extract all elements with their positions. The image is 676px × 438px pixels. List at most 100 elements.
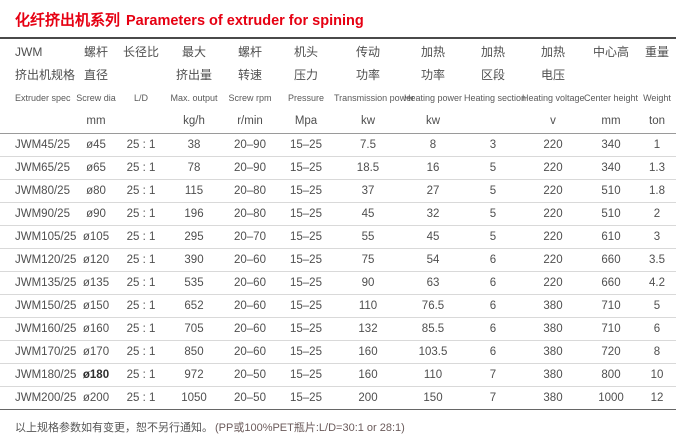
cell: 15–25 bbox=[290, 208, 322, 220]
cell: 800 bbox=[601, 369, 621, 381]
header-line-unit: kw bbox=[425, 115, 441, 127]
cell: ø180 bbox=[82, 369, 110, 381]
cell: ø160 bbox=[82, 323, 110, 335]
table-row: JWM150/25 ø150 25 : 1 652 20–60 15–25 110 76.5 6… bbox=[0, 295, 676, 318]
cell: 110 bbox=[423, 369, 443, 381]
table-header: JWM 挤出机规格 Extruder spec 螺杆 直径 Screw dia mm 长径比 L… bbox=[0, 39, 676, 134]
cell: 220 bbox=[543, 254, 563, 266]
cell: 27 bbox=[426, 185, 440, 197]
cell: 25 : 1 bbox=[126, 300, 156, 312]
table-row: JWM45/25 ø45 25 : 1 38 20–90 15–25 7.5 8 3 220 340… bbox=[0, 134, 676, 157]
cell: 850 bbox=[184, 346, 204, 358]
header-line-cn1: 传动 bbox=[355, 45, 380, 59]
header-line-cn1: 最大 bbox=[181, 45, 206, 59]
cell: 20–50 bbox=[234, 392, 266, 404]
cell: 25 : 1 bbox=[126, 162, 156, 174]
cell: 15–25 bbox=[290, 162, 322, 174]
header-line-cn2: 转速 bbox=[237, 68, 262, 82]
header-col-heating-power: 加热 功率 Heating power kw bbox=[402, 41, 464, 133]
cell: 3 bbox=[489, 139, 497, 151]
cell: ø200 bbox=[82, 392, 110, 404]
header-line-cn2: 挤出机规格 bbox=[15, 68, 76, 82]
cell: 20–60 bbox=[234, 277, 266, 289]
header-line-cn1: 螺杆 bbox=[237, 45, 262, 59]
header-line-cn2: 直径 bbox=[83, 68, 108, 82]
table-row: JWM160/25 ø160 25 : 1 705 20–60 15–25 132 85.5 6… bbox=[0, 318, 676, 341]
cell: 45 bbox=[361, 208, 375, 220]
header-line-unit: r/min bbox=[237, 115, 263, 127]
cell: 220 bbox=[543, 277, 563, 289]
header-line-unit: Mpa bbox=[294, 115, 318, 127]
header-col-extruder-spec: JWM 挤出机规格 Extruder spec bbox=[0, 41, 76, 133]
cell: 18.5 bbox=[356, 162, 380, 174]
cell: 535 bbox=[184, 277, 204, 289]
cell: 25 : 1 bbox=[126, 254, 156, 266]
cell: 7.5 bbox=[360, 139, 376, 151]
cell: 15–25 bbox=[290, 369, 322, 381]
cell: 8 bbox=[429, 139, 437, 151]
cell: 5 bbox=[653, 300, 661, 312]
header-line-en: Center height bbox=[584, 93, 639, 103]
cell: 8 bbox=[653, 346, 661, 358]
cell: 660 bbox=[601, 254, 621, 266]
cell: 160 bbox=[358, 346, 378, 358]
cell: 20–90 bbox=[234, 162, 266, 174]
cell-extruder-spec: JWM200/25 bbox=[15, 392, 77, 404]
cell: 25 : 1 bbox=[126, 277, 156, 289]
footnote-text-cn: 以上规格参数如有变更，恕不另行通知。 bbox=[15, 422, 213, 434]
header-col-heating-section: 加热 区段 Heating section bbox=[464, 41, 526, 133]
cell: 25 : 1 bbox=[126, 346, 156, 358]
cell-extruder-spec: JWM45/25 bbox=[15, 139, 70, 151]
cell: 6 bbox=[489, 323, 497, 335]
cell-extruder-spec: JWM150/25 bbox=[15, 300, 77, 312]
header-line-cn2 bbox=[116, 64, 166, 87]
cell: 45 bbox=[426, 231, 440, 243]
cell: 220 bbox=[543, 162, 563, 174]
cell: 103.5 bbox=[418, 346, 448, 358]
table-row: JWM90/25 ø90 25 : 1 196 20–80 15–25 45 32 5 220 51… bbox=[0, 203, 676, 226]
cell: 200 bbox=[358, 392, 378, 404]
header-col-transmission-power: 传动 功率 Transmission power kw bbox=[334, 41, 414, 133]
table-row: JWM170/25 ø170 25 : 1 850 20–60 15–25 160 103.5… bbox=[0, 341, 676, 364]
cell-extruder-spec: JWM160/25 bbox=[15, 323, 77, 335]
header-line-unit: mm bbox=[86, 115, 106, 127]
header-line-cn1: 重量 bbox=[644, 45, 669, 59]
header-line-cn1: 机头 bbox=[293, 45, 318, 59]
cell: 610 bbox=[601, 231, 621, 243]
cell: ø65 bbox=[86, 162, 106, 174]
cell: 38 bbox=[187, 139, 201, 151]
header-line-cn2: 功率 bbox=[355, 68, 380, 82]
cell-extruder-spec: JWM170/25 bbox=[15, 346, 77, 358]
parameters-table: JWM 挤出机规格 Extruder spec 螺杆 直径 Screw dia mm 长径比 L… bbox=[0, 39, 676, 410]
cell: 972 bbox=[184, 369, 204, 381]
cell: 55 bbox=[361, 231, 375, 243]
cell: 1.3 bbox=[649, 162, 665, 174]
cell: 37 bbox=[361, 185, 375, 197]
cell: 380 bbox=[543, 392, 563, 404]
header-line-cn1: JWM bbox=[15, 45, 43, 59]
cell: 220 bbox=[543, 231, 563, 243]
cell: 132 bbox=[358, 323, 378, 335]
header-line-cn2: 压力 bbox=[293, 68, 318, 82]
table-row: JWM65/25 ø65 25 : 1 78 20–90 15–25 18.5 16 5 220 3… bbox=[0, 157, 676, 180]
cell: 25 : 1 bbox=[126, 323, 156, 335]
cell: 710 bbox=[601, 323, 621, 335]
header-line-en: Extruder spec bbox=[15, 93, 71, 103]
header-line-cn1: 加热 bbox=[540, 45, 565, 59]
header-col-l-d: 长径比 L/D bbox=[116, 41, 166, 133]
cell: 15–25 bbox=[290, 323, 322, 335]
cell: 1.8 bbox=[649, 185, 665, 197]
cell: 20–80 bbox=[234, 208, 266, 220]
cell-extruder-spec: JWM135/25 bbox=[15, 277, 77, 289]
cell: 15–25 bbox=[290, 346, 322, 358]
table-body: JWM45/25 ø45 25 : 1 38 20–90 15–25 7.5 8 3 220 340… bbox=[0, 134, 676, 410]
cell: 380 bbox=[543, 369, 563, 381]
cell: 110 bbox=[358, 300, 378, 312]
cell: 90 bbox=[361, 277, 375, 289]
header-col-max-output: 最大 挤出量 Max. output kg/h bbox=[166, 41, 222, 133]
cell: 63 bbox=[426, 277, 440, 289]
cell: 1050 bbox=[181, 392, 207, 404]
header-line-cn2: 挤出量 bbox=[175, 68, 212, 82]
cell: 660 bbox=[601, 277, 621, 289]
footnote: 以上规格参数如有变更，恕不另行通知。 (PP或100%PET瓶片:L/D=30:1… bbox=[0, 410, 676, 435]
